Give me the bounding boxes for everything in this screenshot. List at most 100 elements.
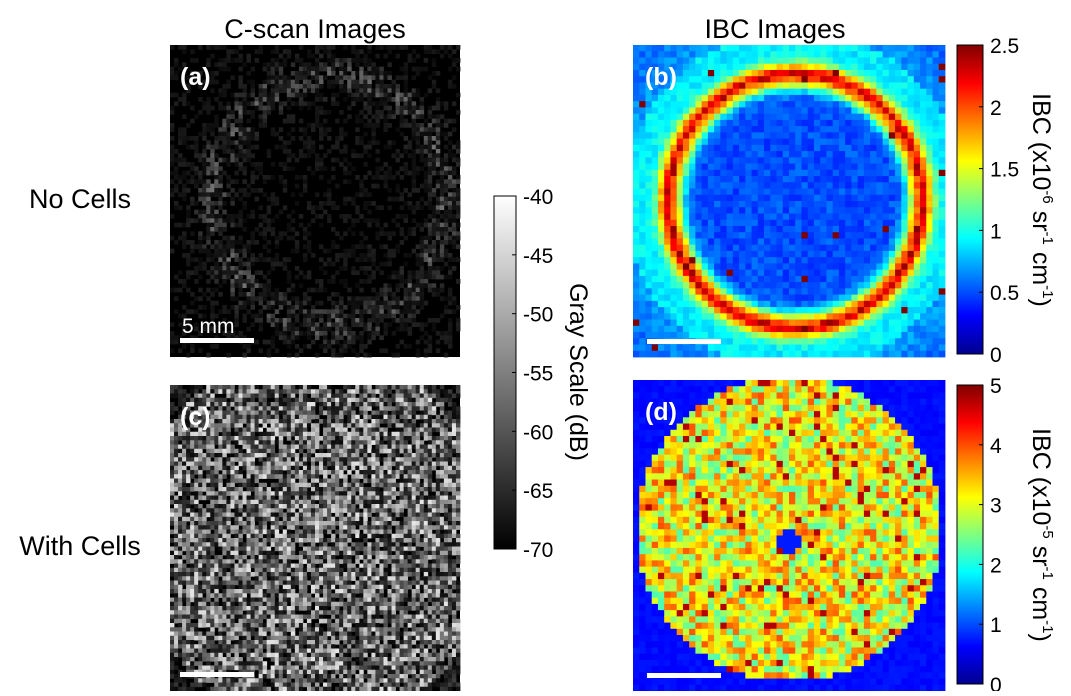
pixel <box>186 275 190 280</box>
pixel <box>323 428 327 433</box>
pixel <box>307 525 311 530</box>
pixel <box>327 257 331 262</box>
pixel <box>412 292 416 297</box>
pixel <box>247 283 251 288</box>
pixel <box>291 568 295 573</box>
pixel <box>194 513 198 518</box>
pixel <box>303 500 307 505</box>
pixel <box>194 564 198 569</box>
pixel <box>263 453 267 458</box>
pixel <box>202 244 206 249</box>
pixel <box>279 581 283 586</box>
pixel <box>400 227 404 232</box>
pixel <box>238 598 242 603</box>
pixel <box>243 602 247 607</box>
pixel <box>275 564 279 569</box>
pixel <box>234 266 238 271</box>
pixel <box>319 496 323 501</box>
pixel <box>198 576 202 581</box>
pixel <box>295 453 299 458</box>
pixel <box>367 49 371 54</box>
pixel <box>388 93 392 98</box>
pixel <box>392 305 396 310</box>
pixel <box>299 97 303 102</box>
pixel <box>323 67 327 72</box>
pixel <box>388 314 392 319</box>
pixel <box>327 188 331 193</box>
pixel <box>259 678 263 683</box>
pixel <box>283 84 287 89</box>
pixel <box>174 71 178 76</box>
pixel <box>243 619 247 624</box>
pixel <box>432 162 436 167</box>
pixel <box>311 398 315 403</box>
pixel <box>178 538 182 543</box>
pixel <box>295 244 299 249</box>
pixel <box>202 162 206 167</box>
pixel <box>367 327 371 332</box>
pixel <box>307 318 311 323</box>
pixel <box>303 581 307 586</box>
pixel <box>182 483 186 488</box>
pixel <box>424 283 428 288</box>
pixel <box>363 123 367 128</box>
pixel <box>295 564 299 569</box>
pixel <box>243 436 247 441</box>
pixel <box>295 470 299 475</box>
pixel <box>436 101 440 106</box>
pixel <box>295 389 299 394</box>
pixel <box>198 214 202 219</box>
pixel <box>271 231 275 236</box>
pixel <box>315 423 319 428</box>
pixel <box>174 432 178 437</box>
pixel <box>251 394 255 399</box>
pixel <box>214 411 218 416</box>
pixel <box>259 101 263 106</box>
pixel <box>283 145 287 150</box>
pixel <box>182 240 186 245</box>
pixel <box>323 453 327 458</box>
pixel <box>210 45 214 50</box>
pixel <box>218 445 222 450</box>
pixel <box>186 474 190 479</box>
pixel <box>230 564 234 569</box>
pixel <box>363 54 367 59</box>
pixel <box>230 542 234 547</box>
pixel <box>432 171 436 176</box>
pixel <box>319 674 323 679</box>
pixel <box>218 666 222 671</box>
pixel <box>198 453 202 458</box>
pixel <box>238 683 242 688</box>
pixel <box>206 110 210 115</box>
pixel <box>444 210 448 215</box>
pixel <box>218 227 222 232</box>
pixel <box>206 288 210 293</box>
pixel <box>307 101 311 106</box>
pixel <box>408 305 412 310</box>
pixel <box>214 419 218 424</box>
pixel <box>375 318 379 323</box>
pixel <box>178 432 182 437</box>
pixel <box>210 449 214 454</box>
pixel <box>226 119 230 124</box>
pixel <box>383 93 387 98</box>
pixel <box>259 581 263 586</box>
pixel <box>307 504 311 509</box>
pixel <box>202 432 206 437</box>
pixel <box>174 636 178 641</box>
pixel <box>234 162 238 167</box>
pixel <box>234 406 238 411</box>
pixel <box>238 661 242 666</box>
pixel <box>178 470 182 475</box>
pixel <box>283 432 287 437</box>
pixel <box>255 547 259 552</box>
pixel <box>210 627 214 632</box>
pixel <box>267 389 271 394</box>
pixel <box>283 301 287 306</box>
pixel <box>383 348 387 353</box>
pixel <box>383 322 387 327</box>
pixel <box>323 636 327 641</box>
pixel <box>307 423 311 428</box>
pixel <box>347 288 351 293</box>
pixel <box>375 119 379 124</box>
